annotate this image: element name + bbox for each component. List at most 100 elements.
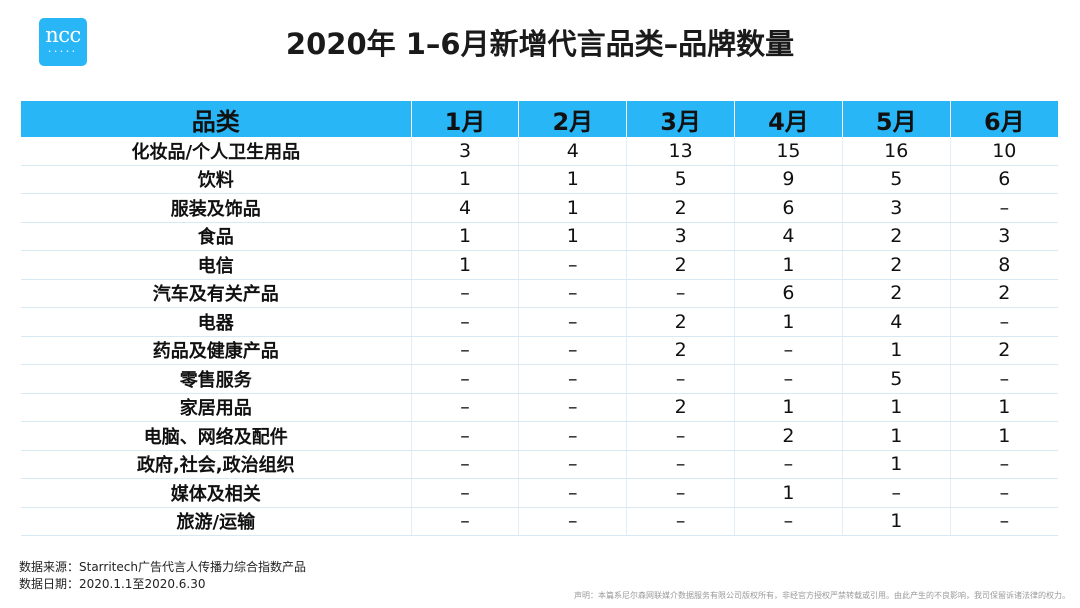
count-cell: 4 [841,307,951,337]
category-cell: 饮料 [21,165,412,194]
count-cell: 3 [626,222,735,251]
table-header-row: 品类 1月 2月 3月 4月 5月 6月 [21,101,1058,137]
count-cell: 1 [734,478,843,508]
category-cell: 电信 [21,250,412,280]
header-month: 3月 [626,101,735,137]
count-cell: – [626,279,735,308]
table-row: 食品 1 1 3 4 2 3 [21,222,1058,251]
count-cell: 3 [410,137,519,166]
count-cell: – [626,421,735,451]
count-cell: 2 [734,421,843,451]
count-cell: 2 [626,336,735,365]
count-cell: 2 [841,250,951,280]
count-cell: – [734,507,843,536]
count-cell: – [949,193,1058,223]
count-cell: 3 [949,222,1058,251]
count-cell: 4 [518,137,627,166]
count-cell: – [626,364,735,394]
count-cell: – [518,507,627,536]
count-cell: – [518,250,627,280]
count-cell: 2 [949,279,1058,308]
category-cell: 服装及饰品 [21,193,412,223]
header-month: 5月 [841,101,951,137]
category-cell: 政府,社会,政治组织 [21,450,412,479]
table-row: 政府,社会,政治组织 – – – –1– [21,450,1058,479]
count-cell: 6 [734,279,843,308]
count-cell: 1 [410,250,519,280]
table-row: 家居用品 – –2 1 1 1 [21,393,1058,422]
category-cell: 电脑、网络及配件 [21,421,412,451]
count-cell: 1 [734,250,843,280]
count-cell: – [410,450,519,479]
count-cell: – [949,364,1058,394]
count-cell: 1 [410,222,519,251]
count-cell: – [410,393,519,422]
count-cell: 2 [626,193,735,223]
count-cell: 10 [949,137,1058,166]
count-cell: – [410,307,519,337]
count-cell: – [626,450,735,479]
count-cell: 1 [410,165,519,194]
count-cell: 1 [949,393,1058,422]
count-cell: 5 [841,364,951,394]
count-cell: 2 [626,307,735,337]
count-cell: – [734,336,843,365]
count-cell: – [949,307,1058,337]
count-cell: 1 [734,307,843,337]
count-cell: 8 [949,250,1058,280]
category-cell: 零售服务 [21,364,412,394]
data-date-note: 数据日期：2020.1.1至2020.6.30 [19,577,206,591]
count-cell: – [518,336,627,365]
count-cell: – [518,279,627,308]
data-source-note: 数据来源：Starritech广告代言人传播力综合指数产品 [19,560,306,574]
count-cell: – [626,507,735,536]
table-row: 饮料 1 1 5 9 5 6 [21,165,1058,194]
count-cell: – [841,478,951,508]
header-month: 6月 [949,101,1058,137]
count-cell: 1 [518,193,627,223]
table-row: 汽车及有关产品 – – –6 2 2 [21,279,1058,308]
table-row: 电脑、网络及配件 – – –2 1 1 [21,421,1058,451]
logo-dots: ••••• [48,49,78,55]
table-body: 化妆品/个人卫生用品 3 4 13 15 16 10 饮料 1 1 5 9 5 6 服装及饰品 4 1 2 6 3– 食… [21,137,1058,536]
count-cell: – [626,478,735,508]
count-cell: 5 [626,165,735,194]
count-cell: 13 [626,137,735,166]
count-cell: 15 [734,137,843,166]
count-cell: 1 [841,336,951,365]
header-month: 2月 [518,101,627,137]
count-cell: 2 [626,250,735,280]
header-month: 4月 [734,101,843,137]
count-cell: – [518,450,627,479]
logo-text: ncc [45,23,81,47]
count-cell: – [949,450,1058,479]
table-row: 旅游/运输 – – – –1– [21,507,1058,536]
count-cell: – [410,478,519,508]
count-cell: 2 [949,336,1058,365]
category-cell: 媒体及相关 [21,478,412,508]
table-row: 媒体及相关 – – –1– – [21,478,1058,508]
category-brand-count-table: 品类 1月 2月 3月 4月 5月 6月 化妆品/个人卫生用品 3 4 13 15 16 10 饮料 1 1 5… [21,101,1058,536]
count-cell: – [410,336,519,365]
table-row: 电信 1–2 1 2 8 [21,250,1058,280]
count-cell: 3 [841,193,951,223]
count-cell: – [410,364,519,394]
count-cell: – [410,507,519,536]
count-cell: 1 [841,507,951,536]
table-row: 化妆品/个人卫生用品 3 4 13 15 16 10 [21,137,1058,166]
count-cell: – [410,421,519,451]
category-cell: 食品 [21,222,412,251]
category-cell: 化妆品/个人卫生用品 [21,137,412,166]
count-cell: 16 [841,137,951,166]
count-cell: – [518,478,627,508]
count-cell: – [518,393,627,422]
category-cell: 家居用品 [21,393,412,422]
count-cell: 1 [518,165,627,194]
count-cell: 2 [626,393,735,422]
count-cell: 5 [841,165,951,194]
count-cell: 1 [841,450,951,479]
header-category: 品类 [21,101,412,137]
table-row: 电器 – –2 1 4– [21,307,1058,337]
count-cell: – [734,450,843,479]
